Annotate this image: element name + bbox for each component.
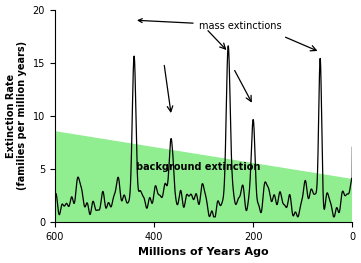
Text: mass extinctions: mass extinctions	[138, 19, 281, 31]
Text: background extinction: background extinction	[136, 162, 261, 172]
Y-axis label: Extinction Rate
(families per million years): Extinction Rate (families per million ye…	[5, 41, 27, 190]
Polygon shape	[55, 132, 352, 222]
X-axis label: Millions of Years Ago: Millions of Years Ago	[138, 247, 269, 257]
